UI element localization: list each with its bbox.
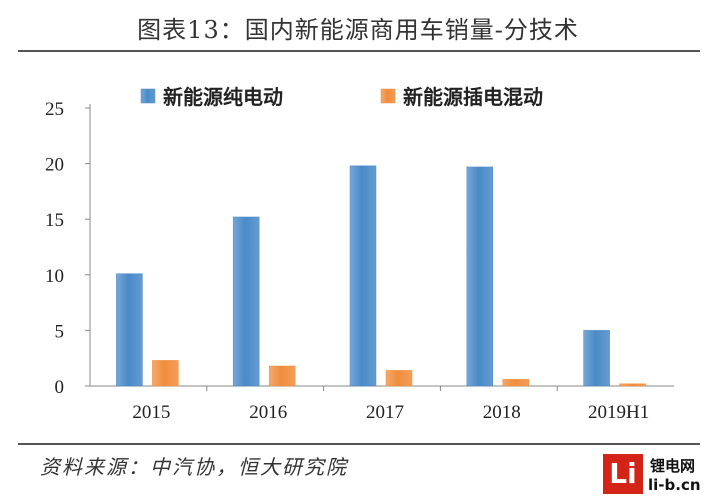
legend-swatch-phev (380, 88, 396, 104)
bar-bev-2018 (466, 166, 494, 387)
bar-bev-2015 (116, 273, 143, 387)
bar-bev-2016 (232, 216, 260, 387)
bar-chart: 新能源纯电动 新能源插电混动 0 5 10 15 20 25 2015 2016 2017 2018… (45, 85, 674, 423)
watermark-name: 锂电网 (650, 457, 696, 475)
watermark-logo-letter: Li (609, 457, 637, 490)
bar-bev-2017 (349, 165, 377, 387)
watermark-url: li-b.cn (648, 476, 701, 494)
legend: 新能源纯电动 新能源插电混动 (140, 85, 543, 109)
axes: 0 5 10 15 20 25 2015 2016 2017 2018 2019H1 (45, 99, 674, 423)
y-tick-label: 10 (45, 266, 64, 287)
bars (116, 165, 646, 387)
bar-phev-2018 (502, 379, 530, 387)
bar-phev-2016 (268, 365, 296, 387)
bar-bev-2019H1 (583, 330, 610, 387)
y-tick-label: 5 (55, 321, 65, 342)
y-tick-label: 15 (45, 210, 64, 231)
source-divider (18, 443, 700, 445)
x-tick-label: 2019H1 (588, 402, 649, 423)
x-tick-label: 2016 (249, 402, 287, 423)
bar-phev-2019H1 (619, 383, 646, 387)
x-tick-label: 2015 (132, 402, 170, 423)
chart-title: 图表13：国内新能源商用车销量-分技术 (137, 16, 579, 44)
legend-label-bev: 新能源纯电动 (163, 85, 283, 109)
title-divider (18, 50, 700, 52)
source-note: 资料来源：中汽协，恒大研究院 (40, 455, 348, 479)
y-tick-label: 20 (45, 155, 64, 176)
x-tick-label: 2018 (483, 402, 521, 423)
watermark-logo: Li (603, 454, 643, 494)
bar-phev-2017 (385, 370, 413, 387)
y-tick-label: 25 (45, 99, 64, 120)
legend-label-phev: 新能源插电混动 (403, 85, 543, 109)
legend-swatch-bev (140, 88, 156, 104)
x-tick-label: 2017 (366, 402, 404, 423)
y-tick-label: 0 (55, 377, 65, 398)
bar-phev-2015 (152, 360, 179, 387)
